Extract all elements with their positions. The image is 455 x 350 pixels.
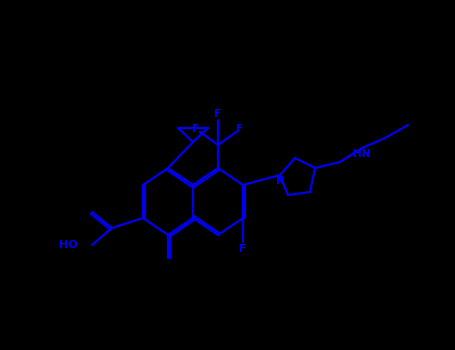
Text: HO: HO [59, 240, 78, 250]
Text: F: F [214, 109, 222, 119]
Text: F: F [239, 244, 247, 254]
Text: N: N [276, 176, 284, 186]
Text: HN: HN [353, 149, 371, 159]
Text: F: F [237, 124, 243, 134]
Text: F: F [192, 124, 200, 134]
